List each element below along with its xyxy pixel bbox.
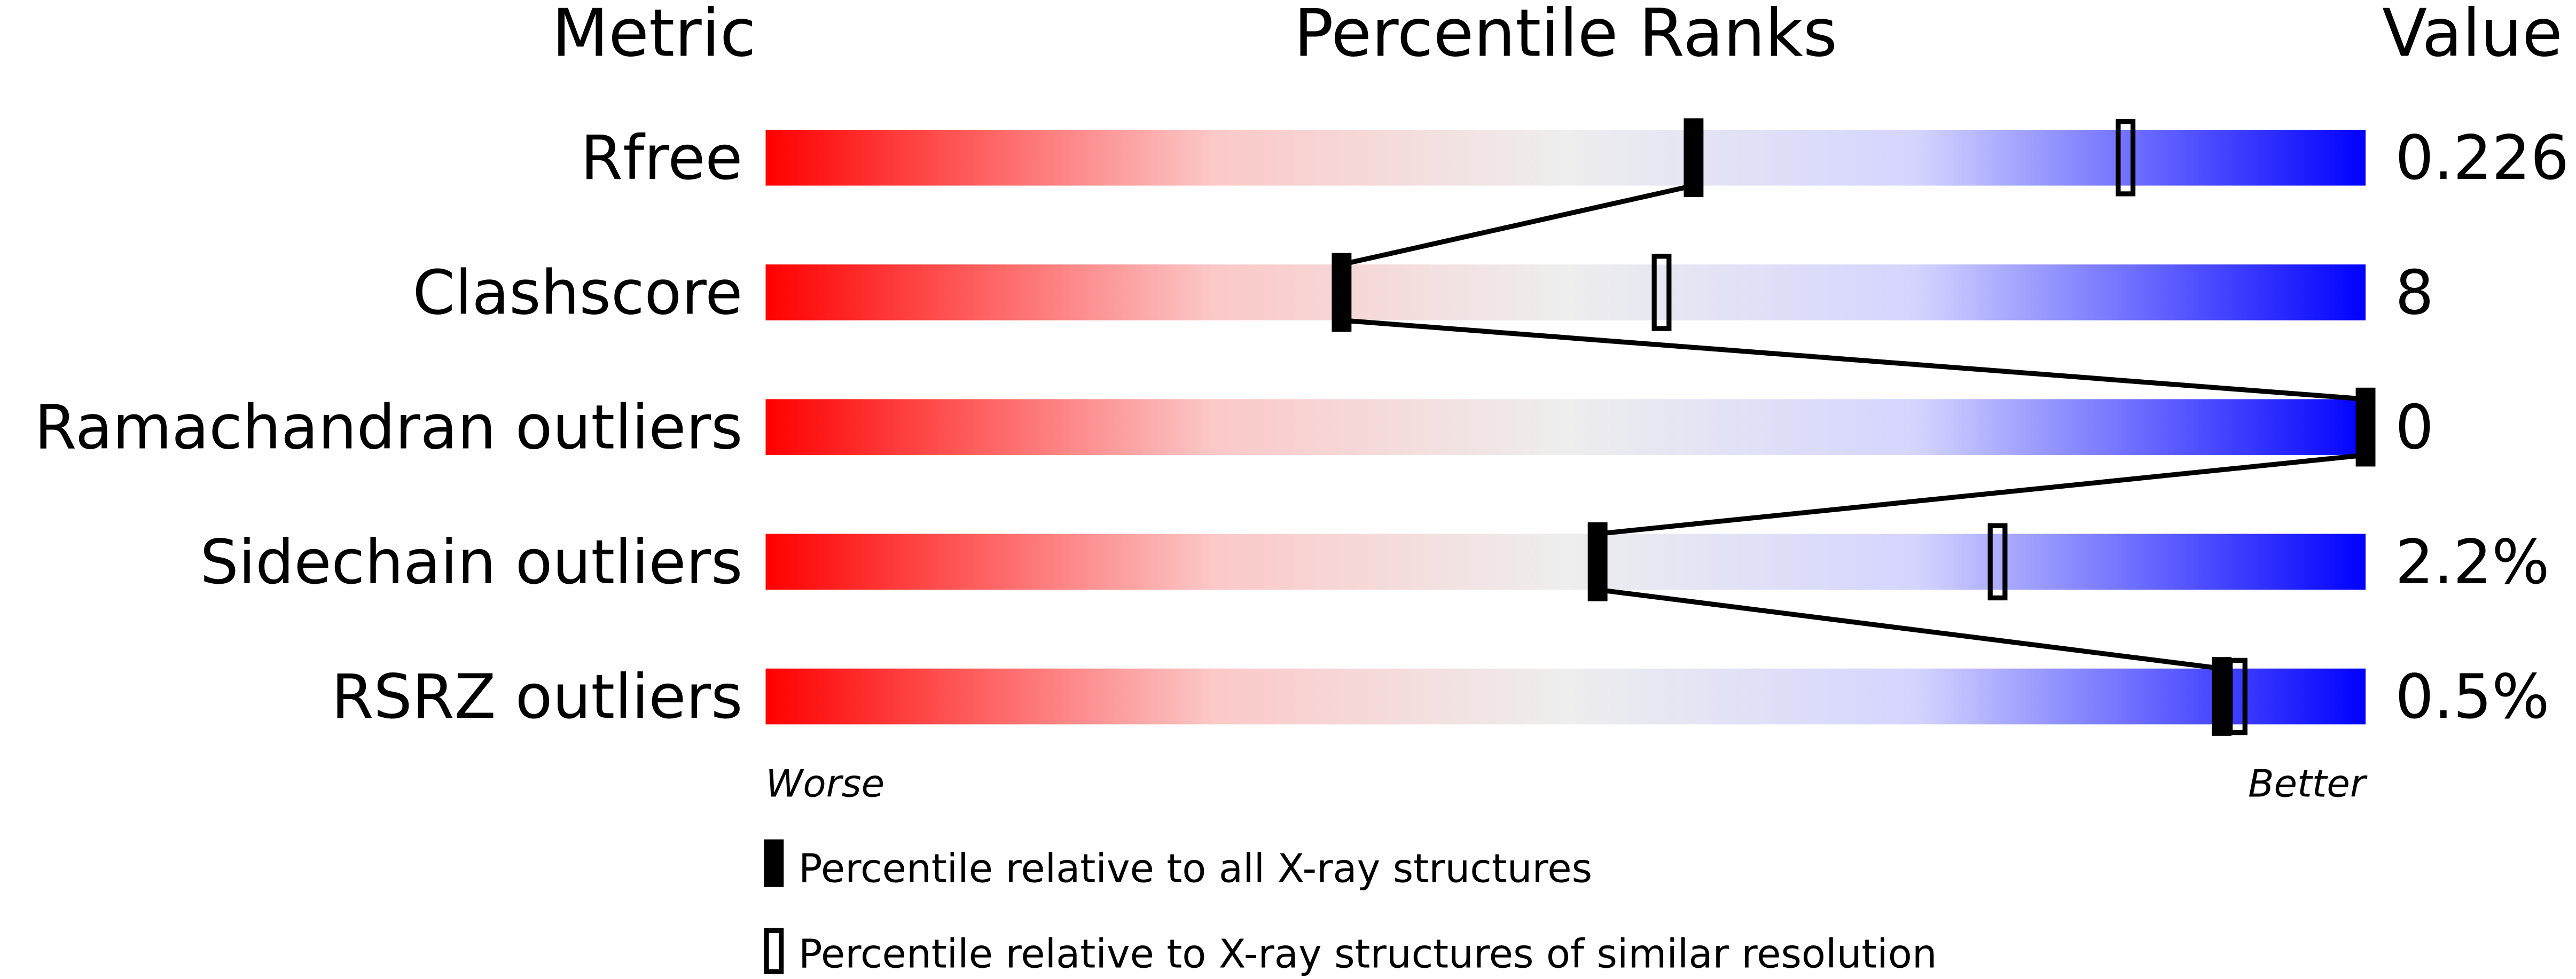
all-structures-marker bbox=[2355, 387, 2376, 467]
legend-open-marker bbox=[764, 928, 784, 974]
ranks-header: Percentile Ranks bbox=[1294, 0, 1837, 72]
metric-label: Rfree bbox=[581, 122, 742, 193]
legend-filled-marker bbox=[764, 839, 784, 887]
percentile-bar bbox=[765, 399, 2366, 455]
percentile-bar bbox=[765, 534, 2366, 590]
metric-label: RSRZ outliers bbox=[331, 661, 742, 732]
metric-header: Metric bbox=[552, 0, 756, 72]
better-label: Better bbox=[2248, 762, 2368, 806]
connector-line bbox=[1341, 183, 1694, 267]
similar-resolution-marker bbox=[2116, 119, 2136, 197]
connector-line bbox=[1597, 452, 2366, 537]
similar-resolution-marker bbox=[1987, 523, 2008, 601]
percentile-bar bbox=[765, 668, 2366, 725]
connector-line bbox=[1597, 587, 2222, 671]
all-structures-marker bbox=[1587, 522, 1608, 601]
metric-value: 8 bbox=[2395, 257, 2433, 328]
all-structures-marker bbox=[1332, 253, 1352, 332]
legend-filled-label: Percentile relative to all X-ray structu… bbox=[798, 846, 1592, 892]
legend-open-label: Percentile relative to X-ray structures … bbox=[798, 931, 1937, 977]
metric-value: 0.5% bbox=[2395, 661, 2549, 732]
metric-label: Sidechain outliers bbox=[200, 527, 742, 598]
all-structures-marker bbox=[1684, 118, 1704, 198]
metric-value: 0.226 bbox=[2395, 122, 2569, 193]
worse-label: Worse bbox=[765, 762, 884, 806]
metric-label: Clashscore bbox=[413, 257, 743, 328]
metric-value: 2.2% bbox=[2395, 527, 2549, 598]
all-structures-marker bbox=[2211, 657, 2232, 736]
metric-value: 0 bbox=[2395, 392, 2433, 463]
percentile-bar bbox=[765, 129, 2366, 186]
percentile-bar bbox=[765, 264, 2366, 320]
value-header: Value bbox=[2382, 0, 2563, 72]
metric-label: Ramachandran outliers bbox=[34, 392, 742, 463]
similar-resolution-marker bbox=[1651, 254, 1672, 331]
connector-line bbox=[1341, 318, 2366, 402]
